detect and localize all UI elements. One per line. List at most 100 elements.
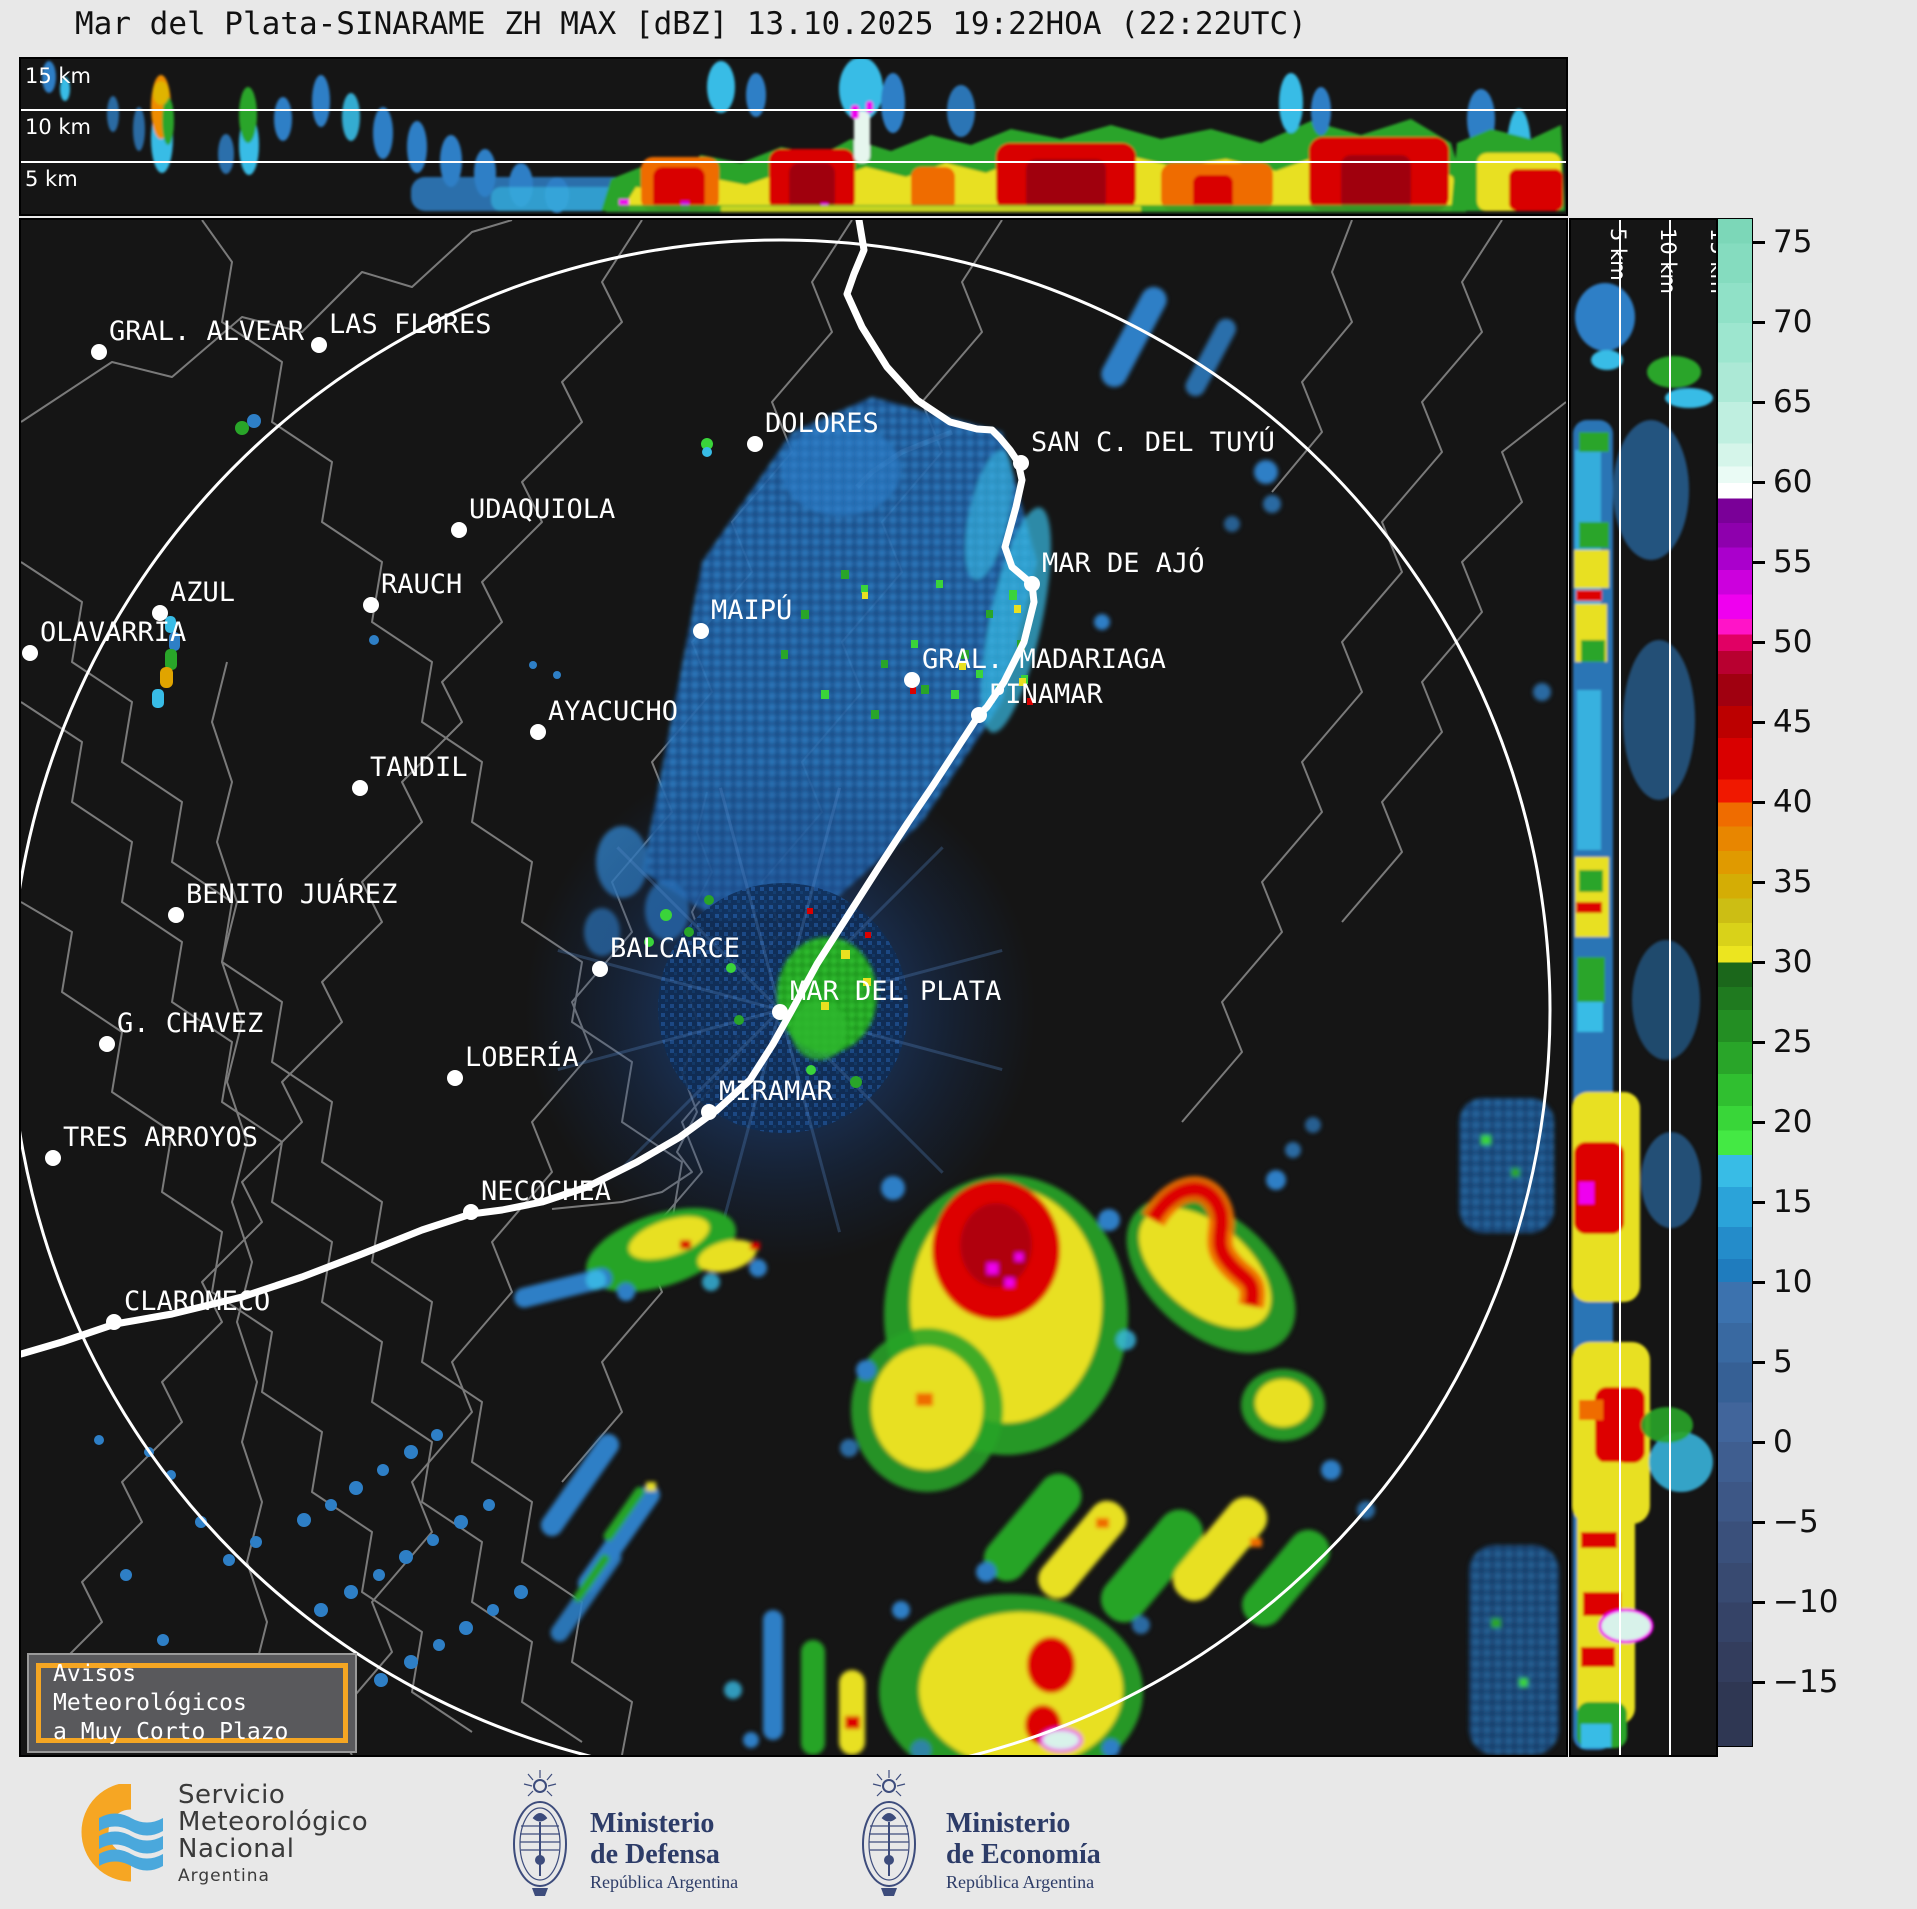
colorbar-tick-label: 45 [1773,704,1813,740]
city-dot [99,1036,115,1052]
colorbar-tick-label: −10 [1773,1584,1839,1620]
city-dot [592,961,608,977]
colorbar-tick-line [1753,1681,1765,1684]
alert-box[interactable]: Avisos Meteorológicos a Muy Corto Plazo [27,1653,357,1753]
radar-map-panel[interactable]: GRAL. ALVEAR LAS FLORES DOLORES SAN C. DEL … [19,218,1568,1757]
city-label: MAR DE AJÓ [1042,547,1205,579]
smn-line3: Nacional [178,1834,295,1864]
top-cross-section-panel: 15 km 10 km 5 km [19,57,1568,216]
colorbar-tick-line [1753,641,1765,644]
alert-line1: Avisos Meteorológicos [53,1660,247,1716]
economia-coat-of-arms-icon [862,1770,916,1896]
city-marker: PINAMAR [971,679,1104,723]
city-label: DOLORES [765,408,879,439]
colorbar-tick-label: 65 [1773,384,1813,420]
right-panel-10km-label: 10 km [1656,228,1680,294]
city-label: RAUCH [381,569,462,600]
colorbar: 75 70 65 60 55 50 45 40 35 30 25 20 15 10 5 0 −5 −10 −15 [1717,218,1917,1747]
economia-sub: República Argentina [946,1872,1095,1892]
colorbar-tick-line [1753,1201,1765,1204]
smn-line2: Meteorológico [178,1807,369,1837]
colorbar-tick-label: −5 [1773,1504,1819,1540]
right-cross-section-panel: 5 km 10 km 15 km [1569,218,1718,1757]
colorbar-tick-line [1753,561,1765,564]
city-dot [747,436,763,452]
city-label: BENITO JUÁREZ [186,878,397,910]
colorbar-tick-label: 5 [1773,1344,1793,1380]
alert-box-inner: Avisos Meteorológicos a Muy Corto Plazo [36,1660,348,1745]
city-dot [451,522,467,538]
page-title: Mar del Plata-SINARAME ZH MAX [dBZ] 13.1… [75,6,1307,42]
radar-echoes [94,286,1559,1755]
colorbar-tick-line [1753,1041,1765,1044]
city-marker: RAUCH [363,569,462,613]
city-label: NECOCHEA [481,1176,611,1207]
city-dot [152,605,168,621]
center-green-core [644,895,877,1088]
city-dot [106,1314,122,1330]
city-dot [463,1204,479,1220]
range-ring [21,238,1552,1755]
defensa-name2: de Defensa [590,1839,720,1870]
colorbar-tick-line [1753,801,1765,804]
colorbar-tick-line [1753,1121,1765,1124]
city-dot [352,780,368,796]
city-marker: MAIPÚ [693,594,792,639]
colorbar-tick-line [1753,401,1765,404]
colorbar-tick-line [1753,1521,1765,1524]
smn-logo [81,1784,163,1882]
colorbar-tick-line [1753,481,1765,484]
top-panel-15km-label: 15 km [25,64,92,88]
city-dot [311,337,327,353]
defensa-name1: Ministerio [590,1808,715,1839]
colorbar-tick-label: 40 [1773,784,1813,820]
coastline [21,220,1038,1358]
city-dot [530,724,546,740]
city-dot [772,1004,788,1020]
city-dot [1013,455,1029,471]
city-marker: LOBERÍA [447,1041,579,1086]
footer: Servicio Meteorológico Nacional Argentin… [0,1760,1917,1909]
city-marker: TRES ARROYOS [45,1122,258,1166]
colorbar-tick-line [1753,1281,1765,1284]
colorbar-gradient [1717,218,1753,1747]
colorbar-tick-label: 75 [1773,224,1813,260]
city-dot [971,707,987,723]
city-marker: MIRAMAR [701,1076,834,1120]
city-marker: UDAQUIOLA [451,494,615,538]
colorbar-tick-line [1753,321,1765,324]
city-marker: SAN C. DEL TUYÚ [1013,426,1275,471]
city-marker: OLAVARRÍA [22,616,186,661]
city-dot [22,645,38,661]
city-label: GRAL. ALVEAR [109,316,305,347]
defensa-coat-of-arms-icon [513,1770,567,1896]
city-marker: DOLORES [747,408,879,452]
defensa-sub: República Argentina [590,1872,739,1892]
city-label: PINAMAR [989,679,1104,710]
colorbar-tick-label: −15 [1773,1664,1839,1700]
colorbar-tick-label: 20 [1773,1104,1813,1140]
city-label: LAS FLORES [329,309,492,340]
isolated-cells [152,414,713,708]
colorbar-tick-line [1753,1601,1765,1604]
colorbar-tick-label: 50 [1773,624,1813,660]
smn-wordmark: Servicio Meteorológico Nacional Argentin… [178,1780,369,1887]
city-label: TANDIL [370,752,468,783]
colorbar-tick-line [1753,241,1765,244]
city-dot [447,1070,463,1086]
city-dot [701,1104,717,1120]
city-dot [168,907,184,923]
city-marker: AZUL [152,577,235,621]
city-marker: GRAL. ALVEAR [91,316,305,360]
colorbar-tick-label: 60 [1773,464,1813,500]
smn-line1: Servicio [178,1780,286,1810]
city-layer: GRAL. ALVEAR LAS FLORES DOLORES SAN C. DEL … [22,309,1275,1330]
economia-name1: Ministerio [946,1808,1071,1839]
city-dot [693,623,709,639]
city-marker: NECOCHEA [463,1176,611,1220]
city-marker: TANDIL [352,752,468,796]
top-panel-10km-label: 10 km [25,115,92,139]
city-marker: GRAL. MADARIAGA [904,644,1166,688]
colorbar-tick-line [1753,721,1765,724]
